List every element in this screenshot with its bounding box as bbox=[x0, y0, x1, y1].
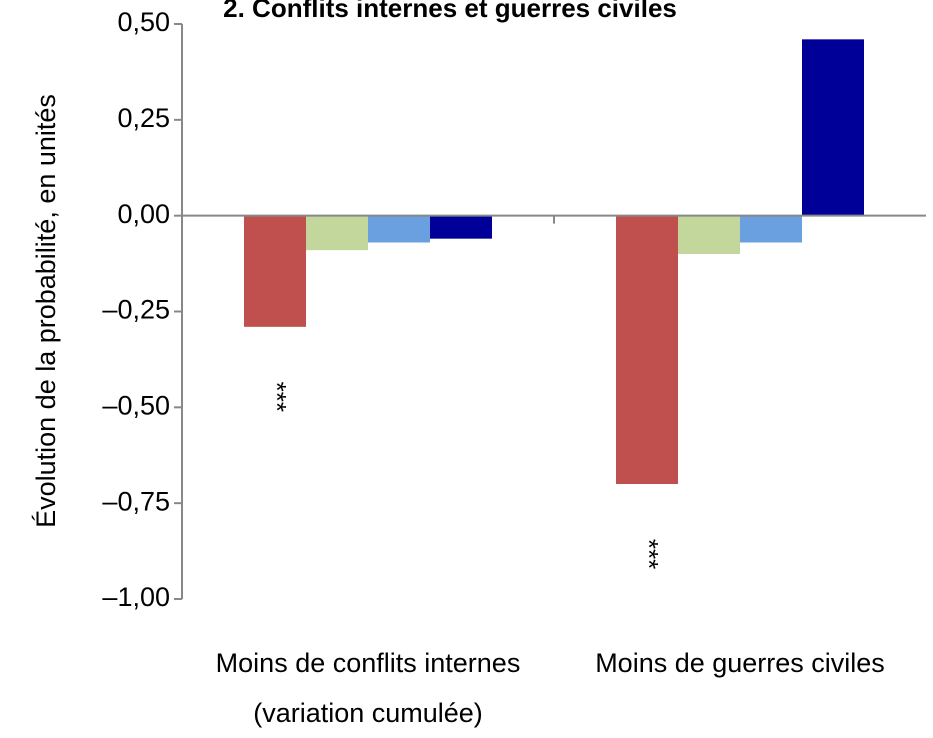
x-tick-label: Moins de guerres civiles bbox=[595, 648, 885, 678]
x-tick-label: Moins de conflits internes (variation cum… bbox=[216, 648, 521, 728]
y-axis-label: Évolution de la probabilité, en unités bbox=[31, 94, 61, 528]
bar bbox=[244, 215, 306, 327]
bar bbox=[430, 215, 492, 239]
bar bbox=[678, 215, 740, 254]
bar bbox=[740, 215, 802, 243]
y-tick-label: –1,00 bbox=[102, 582, 170, 612]
annotation: *** bbox=[634, 539, 664, 569]
y-tick-label: –0,75 bbox=[102, 486, 170, 516]
bar bbox=[802, 39, 864, 216]
y-tick-label: 0,50 bbox=[117, 7, 170, 37]
annotation: *** bbox=[262, 382, 292, 412]
y-tick-label: –0,25 bbox=[102, 295, 170, 325]
y-tick-label: 0,25 bbox=[117, 103, 170, 133]
chart-title: 2. Conflits internes et guerres civiles bbox=[223, 0, 677, 23]
y-tick-label: –0,50 bbox=[102, 390, 170, 420]
bar bbox=[306, 215, 368, 251]
y-tick-label: 0,00 bbox=[117, 199, 170, 229]
bar bbox=[616, 215, 678, 484]
bar bbox=[368, 215, 430, 243]
